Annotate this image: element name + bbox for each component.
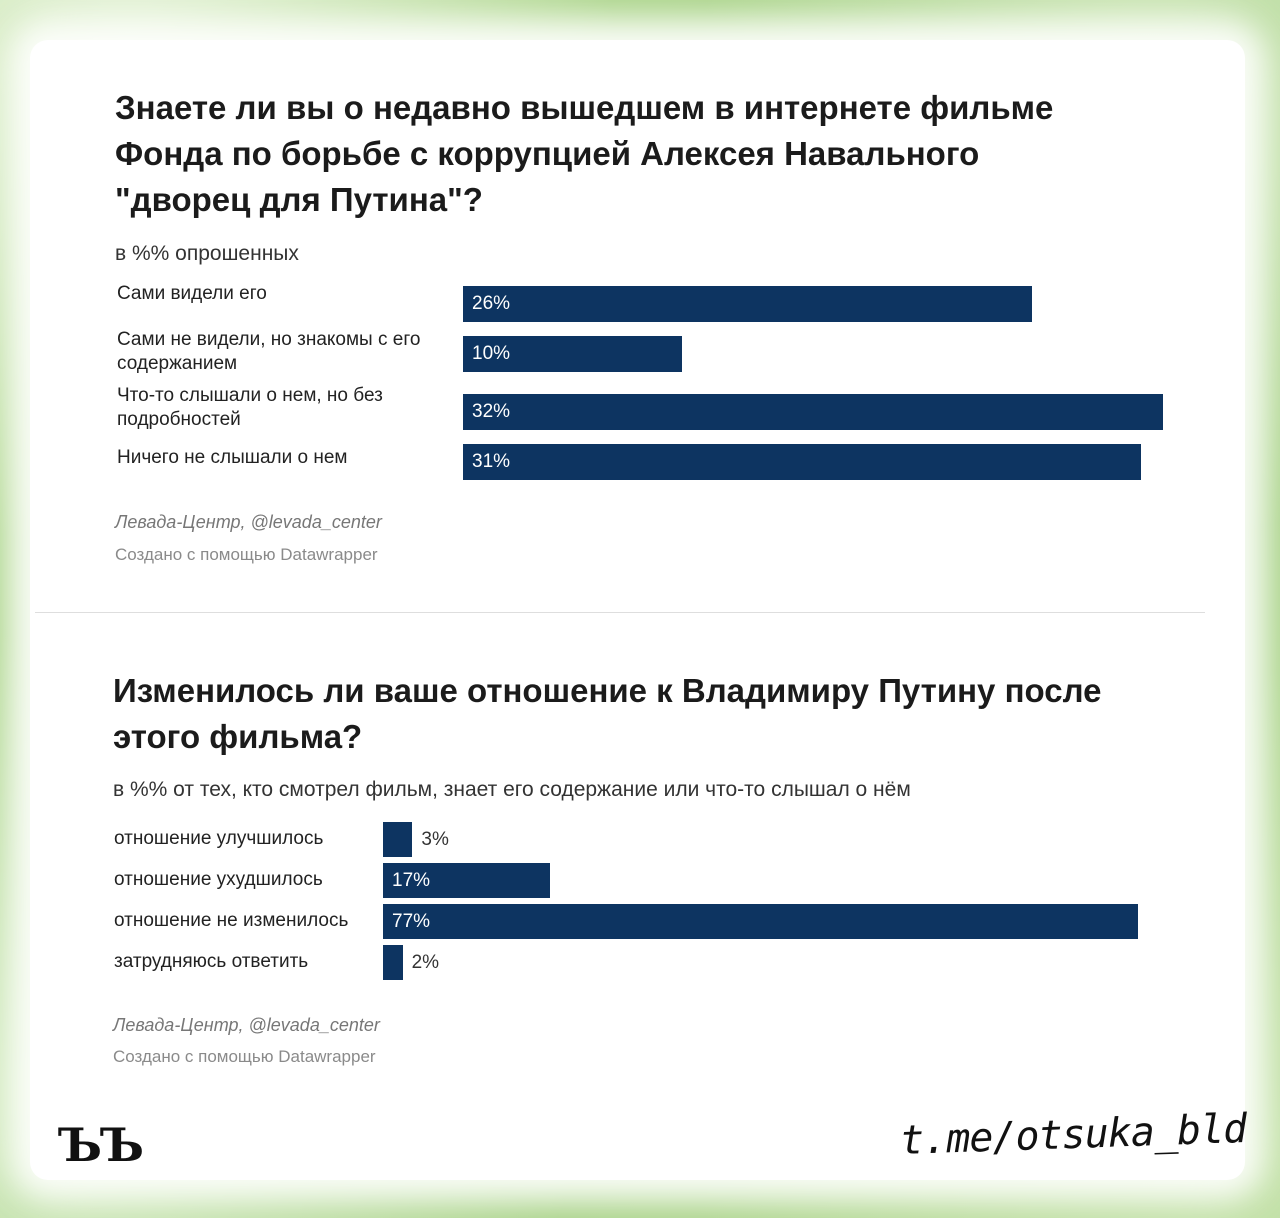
bar	[383, 904, 1138, 939]
chart-2-subtitle: в %% от тех, кто смотрел фильм, знает ег…	[113, 778, 911, 801]
category-label: отношение не изменилось	[114, 910, 349, 931]
chart-2-source: Левада-Центр, @levada_center	[113, 1015, 380, 1035]
chart-1-credit: Создано с помощью Datawrapper	[115, 545, 378, 564]
category-label: отношение улучшилось	[114, 828, 324, 849]
value-label: 10%	[472, 343, 511, 364]
bar-row: отношение ухудшилось 17%	[114, 861, 1174, 899]
chart-section-1: Знаете ли вы о недавно вышедшем в интерн…	[30, 40, 1245, 610]
value-label: 17%	[392, 869, 431, 891]
bar	[383, 822, 413, 857]
chart-2-credit: Создано с помощью Datawrapper	[113, 1047, 376, 1066]
category-label: Что-то слышали о нем, но без подробносте…	[117, 385, 383, 430]
value-label: 26%	[472, 293, 511, 314]
category-label: отношение ухудшилось	[114, 869, 323, 890]
bar	[383, 945, 403, 980]
value-label: 77%	[392, 910, 431, 932]
chart-2-bars: отношение улучшилось 3% отношение ухудшило…	[114, 820, 1174, 990]
category-label: затрудняюсь ответить	[114, 951, 309, 972]
chart-section-2: Изменилось ли ваше отношение к Владимиру…	[30, 612, 1245, 1112]
value-label: 31%	[472, 451, 511, 472]
chart-1-subtitle: в %% опрошенных	[115, 242, 299, 265]
bar-row: Ничего не слышали о нем 31%	[117, 440, 1177, 480]
chart-1-bars: Сами видели его 26% Сами не видели, но зна…	[117, 280, 1177, 480]
value-label: 32%	[472, 401, 511, 422]
value-label: 3%	[421, 828, 449, 850]
bar-row: Сами видели его 26%	[117, 280, 1177, 322]
bar-row: затрудняюсь ответить 2%	[114, 943, 1174, 981]
category-label: Сами не видели, но знакомы с его содержа…	[117, 329, 421, 374]
bar-row: отношение улучшилось 3%	[114, 820, 1174, 858]
divider	[35, 612, 1205, 613]
logo-mark: ЪЪ	[58, 1118, 144, 1172]
value-label: 2%	[411, 951, 440, 973]
category-label: Сами видели его	[117, 283, 267, 304]
bar	[463, 394, 1163, 430]
chart-card: Знаете ли вы о недавно вышедшем в интерн…	[30, 40, 1245, 1180]
bar-row: Что-то слышали о нем, но без подробносте…	[117, 384, 1177, 438]
bar	[463, 444, 1142, 480]
bar-row: Сами не видели, но знакомы с его содержа…	[117, 328, 1177, 382]
chart-1-title: Знаете ли вы о недавно вышедшем в интерн…	[115, 89, 1054, 218]
bar-row: отношение не изменилось 77%	[114, 902, 1174, 940]
chart-2-title: Изменилось ли ваше отношение к Владимиру…	[113, 672, 1102, 755]
bar	[383, 863, 550, 898]
category-label: Ничего не слышали о нем	[117, 447, 348, 468]
chart-1-source: Левада-Центр, @levada_center	[115, 512, 382, 532]
bar	[463, 286, 1032, 322]
bar	[463, 336, 682, 372]
